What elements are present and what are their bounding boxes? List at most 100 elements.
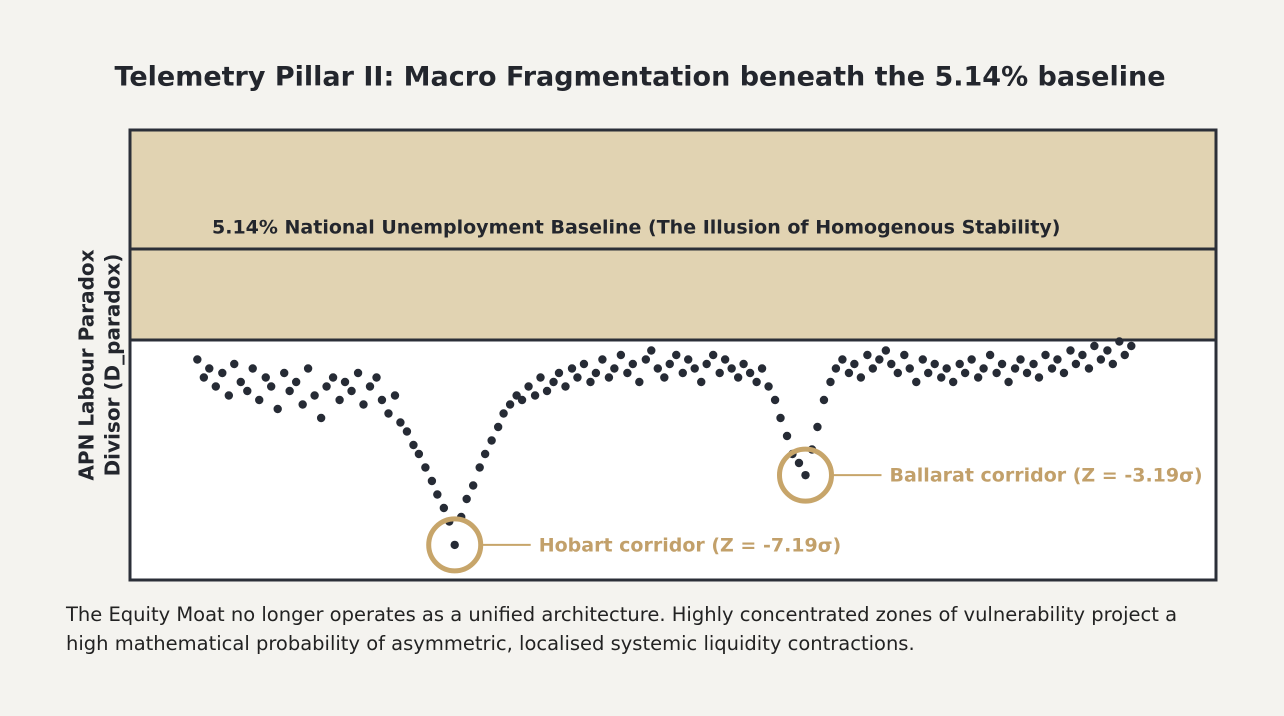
point bbox=[715, 368, 724, 378]
point bbox=[1127, 341, 1136, 351]
point bbox=[273, 404, 282, 414]
point bbox=[261, 373, 270, 382]
point bbox=[567, 364, 577, 373]
point bbox=[402, 427, 412, 436]
point bbox=[764, 382, 773, 391]
point bbox=[684, 355, 693, 364]
band-label: 5.14% National Unemployment Baseline (Th… bbox=[212, 217, 1060, 239]
point bbox=[517, 395, 527, 405]
point bbox=[653, 364, 662, 373]
point bbox=[1084, 364, 1094, 373]
point bbox=[992, 368, 1001, 378]
point bbox=[1108, 359, 1118, 369]
point bbox=[439, 503, 449, 513]
point bbox=[690, 364, 699, 373]
point bbox=[396, 418, 405, 427]
point bbox=[967, 355, 976, 364]
point bbox=[881, 346, 891, 355]
point bbox=[328, 373, 338, 382]
point bbox=[1078, 350, 1087, 360]
point bbox=[875, 355, 884, 364]
point bbox=[561, 382, 570, 391]
point bbox=[678, 368, 687, 378]
point bbox=[720, 355, 730, 364]
point bbox=[536, 373, 545, 382]
point bbox=[499, 409, 508, 418]
point bbox=[900, 350, 909, 360]
point bbox=[918, 355, 927, 364]
point bbox=[248, 364, 257, 373]
point bbox=[1047, 364, 1057, 373]
point bbox=[697, 377, 706, 387]
point bbox=[372, 373, 381, 382]
point bbox=[591, 368, 601, 378]
point bbox=[1090, 341, 1099, 351]
point bbox=[973, 373, 983, 382]
annotation-label: Hobart corridor (Z = -7.19σ) bbox=[539, 534, 842, 556]
point bbox=[1016, 355, 1025, 364]
point bbox=[776, 413, 785, 423]
point bbox=[930, 359, 939, 369]
chart-title: Telemetry Pillar II: Macro Fragmentation… bbox=[114, 62, 1165, 93]
point bbox=[579, 359, 589, 369]
point bbox=[813, 422, 822, 432]
point bbox=[794, 458, 804, 468]
point bbox=[218, 368, 227, 378]
point bbox=[243, 386, 252, 396]
point bbox=[887, 359, 896, 369]
point bbox=[205, 364, 214, 373]
point bbox=[604, 373, 614, 382]
point bbox=[801, 470, 810, 480]
point bbox=[1120, 350, 1129, 360]
point bbox=[979, 364, 988, 373]
point bbox=[819, 395, 829, 405]
point bbox=[322, 382, 331, 391]
point bbox=[635, 377, 644, 387]
point bbox=[702, 359, 711, 369]
point bbox=[831, 364, 841, 373]
point bbox=[1071, 359, 1081, 369]
point bbox=[280, 368, 289, 378]
annotation-label: Ballarat corridor (Z = -3.19σ) bbox=[889, 465, 1202, 487]
point bbox=[193, 355, 202, 364]
point bbox=[365, 382, 375, 391]
point bbox=[493, 422, 503, 432]
point bbox=[727, 364, 736, 373]
point bbox=[335, 395, 344, 405]
point bbox=[211, 382, 220, 391]
point bbox=[230, 359, 239, 369]
point bbox=[924, 368, 933, 378]
caption: The Equity Moat no longer operates as a … bbox=[66, 603, 1178, 655]
point bbox=[224, 391, 234, 400]
point bbox=[1059, 368, 1069, 378]
point bbox=[850, 359, 859, 369]
point bbox=[480, 449, 490, 459]
point bbox=[856, 373, 866, 382]
point bbox=[997, 359, 1007, 369]
point bbox=[530, 391, 540, 400]
point bbox=[421, 463, 430, 472]
point bbox=[340, 377, 350, 387]
baseline-band bbox=[130, 130, 1216, 340]
point bbox=[893, 368, 903, 378]
point bbox=[838, 355, 847, 364]
marks: Hobart corridor (Z = -7.19σ) Ballarat cor… bbox=[193, 337, 1203, 574]
point bbox=[542, 386, 552, 396]
point bbox=[660, 373, 669, 382]
point bbox=[985, 350, 995, 360]
point bbox=[475, 463, 484, 472]
point bbox=[757, 364, 767, 373]
point bbox=[665, 359, 674, 369]
point bbox=[616, 350, 626, 360]
point bbox=[291, 377, 301, 387]
point bbox=[266, 382, 276, 391]
chart: Telemetry Pillar II: Macro Fragmentation… bbox=[75, 62, 1218, 582]
point bbox=[450, 540, 459, 550]
point bbox=[487, 436, 496, 445]
point bbox=[462, 494, 471, 504]
point bbox=[1096, 355, 1106, 364]
point bbox=[505, 400, 515, 409]
point bbox=[863, 350, 872, 360]
point bbox=[733, 373, 743, 382]
